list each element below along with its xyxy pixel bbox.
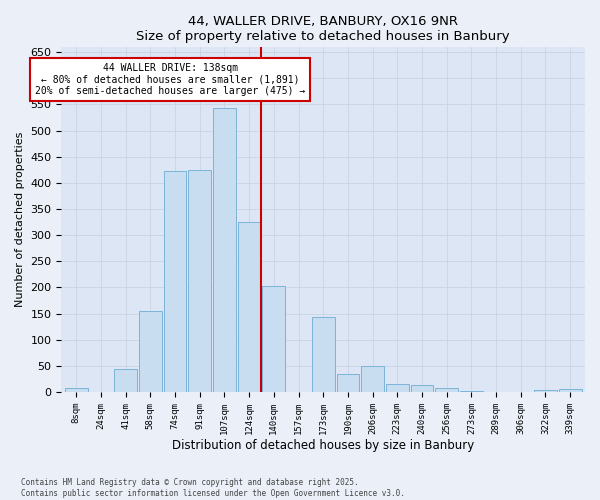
Bar [534,390,557,392]
Y-axis label: Number of detached properties: Number of detached properties [15,132,25,307]
Bar [559,390,581,392]
Bar [188,170,211,392]
Bar [114,370,137,392]
Bar [312,317,335,392]
Bar [361,366,384,392]
Bar [262,286,285,392]
Bar [410,385,433,392]
Bar [386,384,409,392]
Title: 44, WALLER DRIVE, BANBURY, OX16 9NR
Size of property relative to detached houses: 44, WALLER DRIVE, BANBURY, OX16 9NR Size… [136,15,510,43]
Text: 44 WALLER DRIVE: 138sqm
← 80% of detached houses are smaller (1,891)
20% of semi: 44 WALLER DRIVE: 138sqm ← 80% of detache… [35,62,305,96]
Bar [65,388,88,392]
Bar [436,388,458,392]
Bar [238,222,260,392]
Bar [460,391,483,392]
Text: Contains HM Land Registry data © Crown copyright and database right 2025.
Contai: Contains HM Land Registry data © Crown c… [21,478,405,498]
X-axis label: Distribution of detached houses by size in Banbury: Distribution of detached houses by size … [172,440,475,452]
Bar [213,108,236,392]
Bar [337,374,359,392]
Bar [164,172,187,392]
Bar [139,311,161,392]
